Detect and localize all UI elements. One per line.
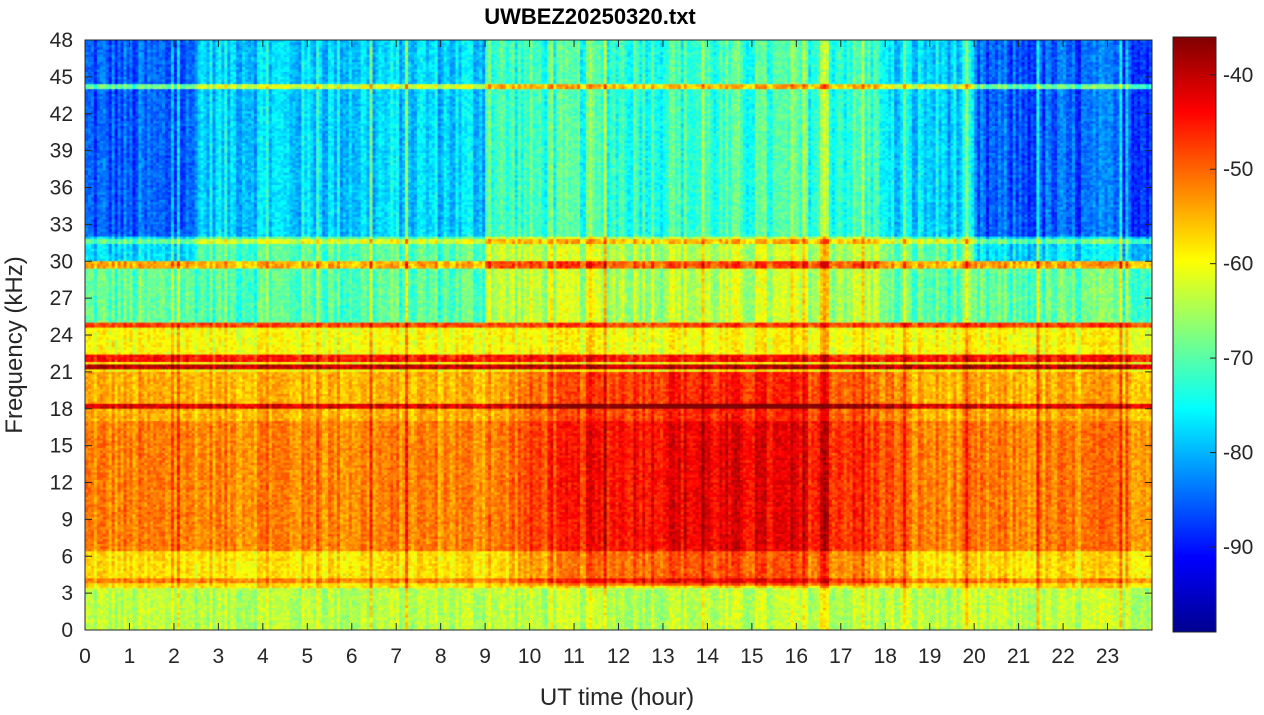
y-tick-label: 39: [50, 140, 73, 163]
x-tick-label: 7: [390, 645, 402, 668]
x-tick-label: 22: [1051, 645, 1074, 668]
y-tick-label: 9: [61, 508, 73, 531]
y-tick-label: 3: [61, 582, 73, 605]
y-tick-label: 0: [61, 619, 73, 642]
y-tick-label: 15: [50, 435, 73, 458]
y-tick-label: 48: [50, 29, 73, 52]
x-tick-label: 1: [124, 645, 136, 668]
y-tick-label: 27: [50, 287, 73, 310]
colorbar-tick-label: -90: [1223, 536, 1253, 559]
y-tick-label: 6: [61, 545, 73, 568]
x-tick-label: 14: [696, 645, 720, 668]
y-axis-label: Frequency (kHz): [1, 256, 28, 433]
y-tick-label: 30: [50, 250, 73, 273]
y-tick-label: 33: [50, 213, 73, 236]
colorbar-tick-label: -40: [1223, 64, 1253, 87]
y-tick-label: 45: [50, 66, 73, 89]
colorbar-gradient: [1172, 36, 1217, 633]
x-axis-label: UT time (hour): [540, 684, 694, 711]
x-tick-label: 2: [168, 645, 180, 668]
x-tick-label: 20: [962, 645, 985, 668]
colorbar-tick-label: -60: [1223, 253, 1253, 276]
colorbar-tick-label: -50: [1223, 158, 1253, 181]
x-tick-label: 6: [346, 645, 358, 668]
x-tick-label: 5: [301, 645, 313, 668]
x-tick-label: 0: [79, 645, 91, 668]
y-tick-label: 36: [50, 177, 73, 200]
x-tick-label: 4: [257, 645, 269, 668]
x-tick-label: 11: [563, 645, 585, 668]
x-tick-label: 12: [607, 645, 630, 668]
x-tick-label: 9: [479, 645, 491, 668]
plot-area: [85, 40, 1152, 630]
x-tick-label: 16: [785, 645, 808, 668]
x-tick-label: 18: [874, 645, 897, 668]
x-tick-label: 21: [1007, 645, 1030, 668]
colorbar-tick-label: -80: [1223, 442, 1253, 465]
spectrogram-image: [85, 40, 1152, 630]
y-tick-label: 12: [50, 472, 73, 495]
chart-title: UWBEZ20250320.txt: [484, 4, 696, 29]
colorbar-tick-label: -70: [1223, 347, 1253, 370]
colorbar: -90 -80 -70 -60 -50 -40: [1172, 36, 1253, 633]
x-tick-label: 17: [829, 645, 852, 668]
y-tick-label: 21: [50, 361, 73, 384]
x-tick-label: 15: [740, 645, 763, 668]
x-tick-label: 19: [918, 645, 941, 668]
x-axis: 0 1 2 3 4 5 6 7 8 9 10 11 12 13 14 15 16 17 18 19 20 21 22 23: [79, 40, 1119, 668]
x-tick-label: 3: [213, 645, 225, 668]
y-tick-label: 42: [50, 103, 73, 126]
x-tick-label: 10: [518, 645, 541, 668]
x-tick-label: 23: [1096, 645, 1119, 668]
y-tick-label: 24: [50, 324, 74, 347]
x-tick-label: 8: [435, 645, 447, 668]
x-tick-label: 13: [651, 645, 674, 668]
y-tick-label: 18: [50, 398, 73, 421]
